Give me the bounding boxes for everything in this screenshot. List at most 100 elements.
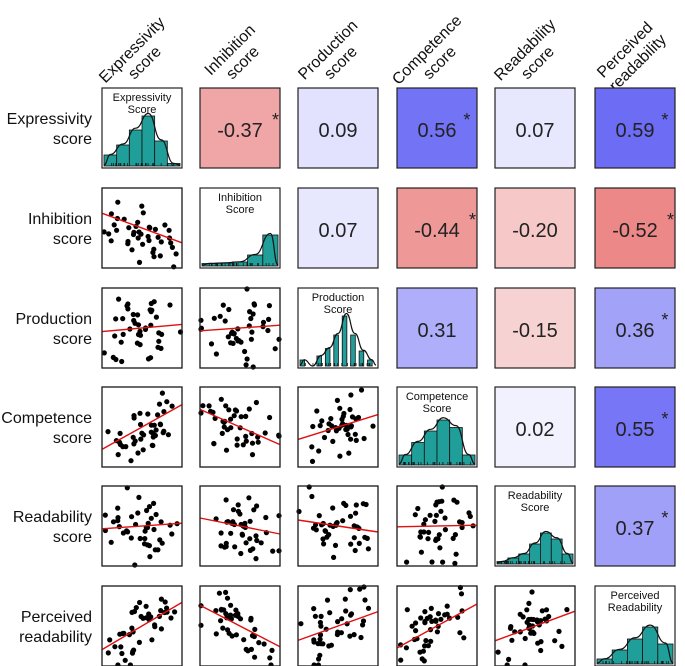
scatter-point-3-0-31 bbox=[137, 421, 144, 428]
scatter-point-4-2-40 bbox=[351, 523, 357, 529]
corr-value-3-5: 0.55 bbox=[616, 419, 655, 441]
scatter-point-3-0-18 bbox=[138, 436, 144, 442]
scatter-point-5-3-26 bbox=[422, 609, 428, 615]
histogram-bar-3-3 bbox=[436, 419, 451, 466]
corr-tile-2-5 bbox=[594, 287, 676, 369]
scatter-panel-border-4-2 bbox=[297, 485, 379, 567]
density-curve-4 bbox=[496, 530, 574, 564]
scatter-point-2-0-36 bbox=[120, 316, 126, 322]
scatter-point-5-2-33 bbox=[338, 630, 344, 636]
scatter-point-3-0-12 bbox=[169, 403, 175, 409]
scatter-point-3-0-16 bbox=[128, 458, 134, 464]
scatter-point-5-2-15 bbox=[315, 641, 321, 647]
scatter-point-5-1-34 bbox=[233, 632, 239, 638]
scatter-point-4-3-33 bbox=[421, 521, 427, 527]
corr-tile-0-5 bbox=[594, 87, 676, 169]
scatter-point-2-0-16 bbox=[130, 311, 136, 318]
corr-tile-0-1 bbox=[199, 87, 281, 169]
scatter-point-5-0-20 bbox=[137, 599, 143, 606]
scatter-point-3-1-17 bbox=[200, 403, 206, 409]
scatter-point-2-1-27 bbox=[266, 303, 272, 309]
scatter-point-1-0-9 bbox=[173, 251, 179, 257]
scatter-point-2-0-32 bbox=[120, 331, 126, 337]
scatter-point-3-0-9 bbox=[105, 429, 111, 435]
scatter-point-4-3-40 bbox=[415, 505, 421, 512]
diag-title-4-line1: Readability bbox=[508, 490, 563, 502]
significance-star-2-5: * bbox=[661, 310, 668, 330]
scatter-point-5-2-17 bbox=[315, 662, 321, 666]
scatter-points-4-3 bbox=[404, 484, 476, 567]
scatter-point-5-1-12 bbox=[252, 654, 258, 660]
row-label-4-line2: score bbox=[53, 529, 92, 546]
scatter-point-4-2-19 bbox=[348, 541, 354, 547]
scatter-point-5-0-0 bbox=[172, 609, 178, 615]
scatter-point-4-0-31 bbox=[142, 528, 148, 534]
scatter-point-2-1-36 bbox=[276, 336, 282, 342]
scatter-point-4-3-34 bbox=[457, 519, 463, 525]
scatter-point-5-4-32 bbox=[524, 607, 530, 613]
scatter-point-3-1-16 bbox=[243, 413, 249, 419]
histogram-bar-4-6 bbox=[561, 553, 574, 565]
scatter-panel-border-2-0 bbox=[101, 287, 183, 369]
scatter-point-2-0-28 bbox=[135, 312, 141, 318]
scatter-point-1-0-17 bbox=[126, 225, 132, 231]
histogram-bar-2-5 bbox=[341, 315, 348, 367]
regression-line-1-0 bbox=[101, 212, 183, 244]
scatter-points-5-2 bbox=[298, 584, 372, 666]
scatter-point-4-1-13 bbox=[276, 513, 282, 519]
scatter-point-4-2-26 bbox=[330, 505, 336, 511]
scatter-point-3-1-0 bbox=[246, 406, 252, 412]
scatter-point-3-0-30 bbox=[150, 430, 156, 436]
scatter-point-1-0-33 bbox=[135, 219, 141, 225]
scatter-point-4-2-27 bbox=[323, 528, 329, 534]
density-curve-3 bbox=[398, 417, 476, 465]
scatter-point-2-1-2 bbox=[211, 315, 217, 321]
scatter-point-4-3-35 bbox=[418, 529, 424, 535]
scatter-point-2-1-38 bbox=[213, 351, 219, 357]
scatter-point-5-3-30 bbox=[425, 643, 431, 649]
scatter-point-3-0-38 bbox=[153, 427, 159, 433]
row-label-0-line1: Expressivity bbox=[7, 111, 92, 128]
scatter-point-5-3-36 bbox=[413, 620, 419, 626]
corr-value-1-5: -0.52 bbox=[612, 220, 658, 242]
scatter-point-2-0-30 bbox=[159, 331, 165, 337]
scatter-point-4-3-13 bbox=[437, 545, 443, 551]
corr-tile-3-4 bbox=[494, 386, 576, 468]
scatter-point-4-0-0 bbox=[151, 500, 157, 506]
scatter-point-4-1-0 bbox=[263, 514, 269, 521]
scatter-point-4-2-28 bbox=[331, 554, 337, 561]
scatter-point-4-1-20 bbox=[258, 540, 264, 546]
scatter-point-2-0-19 bbox=[135, 331, 142, 338]
scatter-point-4-3-9 bbox=[440, 559, 446, 565]
scatter-point-1-0-30 bbox=[166, 227, 172, 233]
scatter-point-3-2-0 bbox=[348, 436, 354, 442]
histogram-bar-4-4 bbox=[540, 532, 552, 565]
histogram-bar-2-2 bbox=[316, 355, 322, 367]
scatter-point-2-1-24 bbox=[251, 301, 257, 307]
scatter-point-3-1-1 bbox=[223, 447, 230, 453]
corr-value-0-3: 0.56 bbox=[418, 120, 457, 142]
scatter-point-2-1-3 bbox=[244, 286, 250, 292]
corr-value-1-2: 0.07 bbox=[319, 220, 358, 242]
scatter-point-3-2-29 bbox=[316, 448, 322, 454]
scatter-point-4-2-33 bbox=[324, 534, 330, 540]
scatter-point-5-4-41 bbox=[509, 637, 515, 643]
scatter-point-2-1-15 bbox=[208, 341, 215, 347]
scatter-point-4-1-27 bbox=[254, 537, 260, 544]
scatter-point-4-2-3 bbox=[365, 546, 371, 552]
scatter-point-5-4-17 bbox=[504, 662, 510, 666]
corr-value-2-3: 0.31 bbox=[418, 320, 457, 342]
scatter-point-5-0-3 bbox=[149, 637, 155, 643]
scatter-point-5-2-37 bbox=[311, 639, 317, 645]
scatter-point-4-0-34 bbox=[115, 505, 121, 511]
histogram-bar-5-3 bbox=[642, 626, 659, 665]
scatter-point-4-0-26 bbox=[142, 536, 148, 542]
corr-value-2-5: 0.36 bbox=[616, 320, 655, 342]
scatter-point-5-0-26 bbox=[164, 605, 170, 611]
scatter-point-4-1-22 bbox=[247, 536, 253, 542]
scatter-point-3-0-25 bbox=[156, 401, 163, 407]
scatter-panel-border-1-0 bbox=[101, 187, 183, 269]
scatter-point-4-1-12 bbox=[270, 548, 276, 554]
